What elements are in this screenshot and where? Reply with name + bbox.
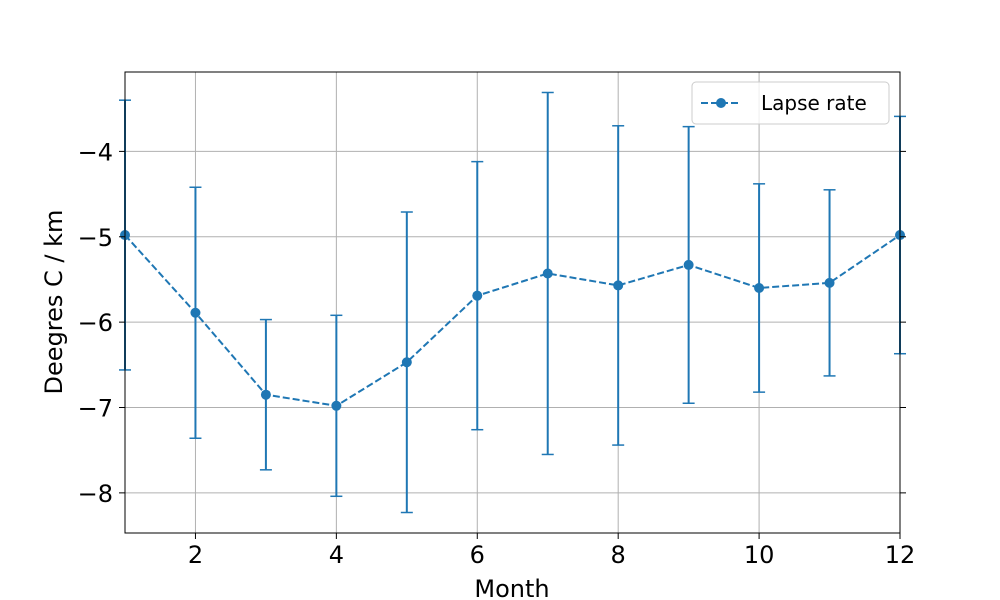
plot-area-frame: [124, 71, 901, 534]
series-line: [124, 234, 901, 407]
y-tick-label: −4: [78, 138, 113, 166]
legend-marker-swatch: [716, 98, 726, 108]
y-tick-label: −5: [78, 224, 113, 252]
data-point: [824, 277, 835, 288]
data-point: [683, 259, 694, 270]
data-point: [331, 400, 342, 411]
lapse-rate-line: [124, 234, 901, 407]
x-tick-label: 4: [329, 541, 344, 569]
x-axis-title: Month: [474, 575, 549, 600]
x-tick-label: 6: [470, 541, 485, 569]
legend-label-lapse-rate: Lapse rate: [761, 91, 867, 115]
data-point: [401, 357, 412, 368]
y-tick-label: −6: [78, 309, 113, 337]
legend: Lapse rate: [691, 81, 890, 125]
x-tick-label: 2: [188, 541, 203, 569]
error-bars: [119, 91, 906, 514]
x-tick-label: 10: [744, 541, 775, 569]
x-tick-label: 12: [885, 541, 916, 569]
grid-lines: [125, 72, 901, 533]
data-point: [472, 290, 483, 301]
data-point: [613, 280, 624, 291]
data-point: [190, 307, 201, 318]
y-tick-label: −7: [78, 395, 113, 423]
y-axis-ticks: −8 −7 −6 −5 −4: [78, 138, 906, 508]
y-tick-label: −8: [78, 480, 113, 508]
x-tick-label: 8: [611, 541, 626, 569]
x-axis-ticks: 2 4 6 8 10 12: [188, 533, 915, 569]
legend-box: [691, 81, 890, 125]
data-point: [754, 282, 765, 293]
data-point: [260, 389, 271, 400]
data-points: [120, 230, 905, 411]
y-axis-title: Deegres C / km: [40, 210, 68, 395]
data-point: [542, 268, 553, 279]
